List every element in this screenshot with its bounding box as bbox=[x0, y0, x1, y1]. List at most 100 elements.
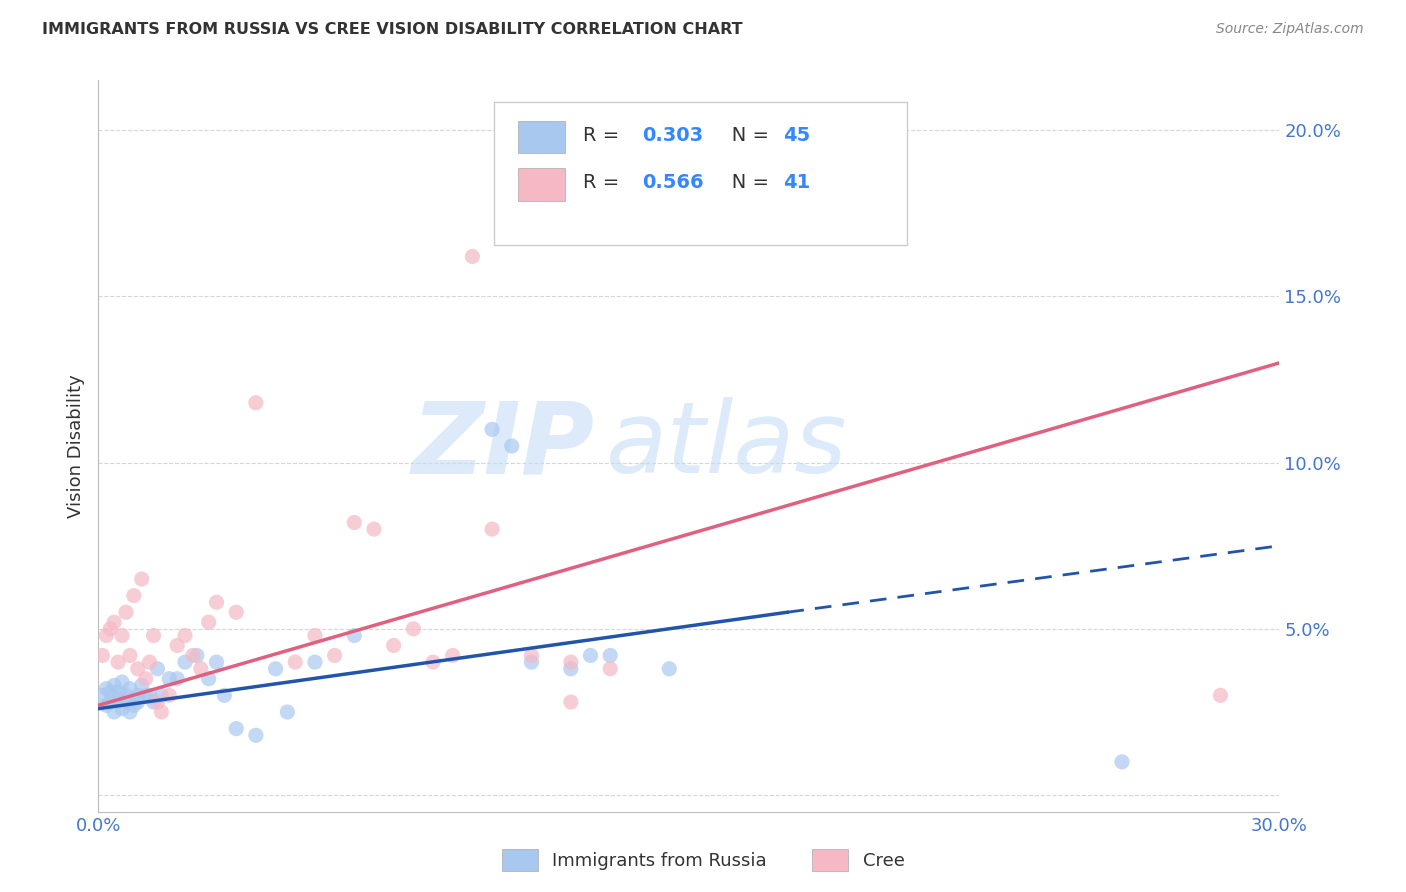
Point bbox=[382, 639, 405, 653]
Text: ZIP: ZIP bbox=[412, 398, 595, 494]
Point bbox=[190, 662, 212, 676]
Point bbox=[323, 648, 346, 663]
Point bbox=[157, 689, 180, 703]
Text: Source: ZipAtlas.com: Source: ZipAtlas.com bbox=[1216, 22, 1364, 37]
Point bbox=[107, 655, 129, 669]
Point bbox=[91, 689, 114, 703]
Text: 41: 41 bbox=[783, 173, 811, 192]
Point bbox=[186, 648, 208, 663]
Point bbox=[127, 695, 149, 709]
Point bbox=[96, 628, 118, 642]
Point bbox=[214, 689, 236, 703]
Text: R =: R = bbox=[582, 126, 626, 145]
Point bbox=[363, 522, 385, 536]
Point bbox=[174, 655, 197, 669]
Text: IMMIGRANTS FROM RUSSIA VS CREE VISION DISABILITY CORRELATION CHART: IMMIGRANTS FROM RUSSIA VS CREE VISION DI… bbox=[42, 22, 742, 37]
Point bbox=[111, 675, 134, 690]
Point bbox=[135, 689, 157, 703]
Point bbox=[98, 695, 121, 709]
Point bbox=[150, 689, 173, 703]
Point bbox=[205, 655, 228, 669]
Point bbox=[98, 622, 121, 636]
Point bbox=[441, 648, 464, 663]
Point bbox=[118, 681, 141, 696]
FancyBboxPatch shape bbox=[517, 168, 565, 201]
Point bbox=[481, 522, 503, 536]
Point bbox=[276, 705, 298, 719]
Point bbox=[166, 639, 188, 653]
Point bbox=[118, 705, 141, 719]
Point bbox=[131, 678, 153, 692]
Point bbox=[599, 662, 621, 676]
Point bbox=[174, 628, 197, 642]
Point bbox=[560, 662, 582, 676]
Point bbox=[560, 655, 582, 669]
Point bbox=[142, 695, 165, 709]
Point bbox=[96, 681, 118, 696]
Point bbox=[181, 648, 204, 663]
Point bbox=[138, 655, 160, 669]
Point bbox=[461, 250, 484, 264]
Text: 0.303: 0.303 bbox=[641, 126, 703, 145]
Point bbox=[1209, 689, 1232, 703]
Point bbox=[135, 672, 157, 686]
Text: R =: R = bbox=[582, 173, 626, 192]
Legend: Immigrants from Russia, Cree: Immigrants from Russia, Cree bbox=[495, 842, 911, 879]
Point bbox=[304, 655, 326, 669]
Point bbox=[107, 685, 129, 699]
Point bbox=[166, 672, 188, 686]
Point bbox=[127, 662, 149, 676]
Point bbox=[402, 622, 425, 636]
Point bbox=[122, 698, 145, 713]
Point bbox=[142, 628, 165, 642]
Point bbox=[96, 698, 118, 713]
Point bbox=[103, 615, 125, 630]
Point bbox=[103, 705, 125, 719]
Point bbox=[197, 615, 219, 630]
Point bbox=[579, 648, 602, 663]
Point bbox=[264, 662, 287, 676]
Point bbox=[599, 648, 621, 663]
FancyBboxPatch shape bbox=[517, 120, 565, 153]
Text: 0.566: 0.566 bbox=[641, 173, 703, 192]
Point bbox=[501, 439, 523, 453]
Point bbox=[127, 689, 149, 703]
Point bbox=[111, 628, 134, 642]
Point bbox=[245, 728, 267, 742]
Point bbox=[284, 655, 307, 669]
Point bbox=[103, 678, 125, 692]
Point bbox=[138, 689, 160, 703]
Point bbox=[658, 662, 681, 676]
Point bbox=[107, 691, 129, 706]
Point bbox=[304, 628, 326, 642]
Text: N =: N = bbox=[713, 126, 775, 145]
Point bbox=[131, 572, 153, 586]
Point bbox=[157, 672, 180, 686]
Point bbox=[560, 695, 582, 709]
Point bbox=[245, 396, 267, 410]
Text: atlas: atlas bbox=[606, 398, 848, 494]
Point bbox=[520, 655, 543, 669]
Point bbox=[150, 705, 173, 719]
Point bbox=[343, 628, 366, 642]
FancyBboxPatch shape bbox=[494, 103, 907, 245]
Y-axis label: Vision Disability: Vision Disability bbox=[66, 374, 84, 518]
Point bbox=[91, 648, 114, 663]
Point bbox=[225, 605, 247, 619]
Point bbox=[225, 722, 247, 736]
Point bbox=[115, 689, 138, 703]
Point bbox=[115, 605, 138, 619]
Point bbox=[197, 672, 219, 686]
Point bbox=[118, 648, 141, 663]
Point bbox=[98, 685, 121, 699]
Point bbox=[111, 701, 134, 715]
Point bbox=[146, 695, 169, 709]
Point bbox=[1111, 755, 1133, 769]
Text: N =: N = bbox=[713, 173, 775, 192]
Point bbox=[146, 662, 169, 676]
Text: 45: 45 bbox=[783, 126, 811, 145]
Point bbox=[115, 695, 138, 709]
Point bbox=[205, 595, 228, 609]
Point bbox=[481, 422, 503, 436]
Point bbox=[343, 516, 366, 530]
